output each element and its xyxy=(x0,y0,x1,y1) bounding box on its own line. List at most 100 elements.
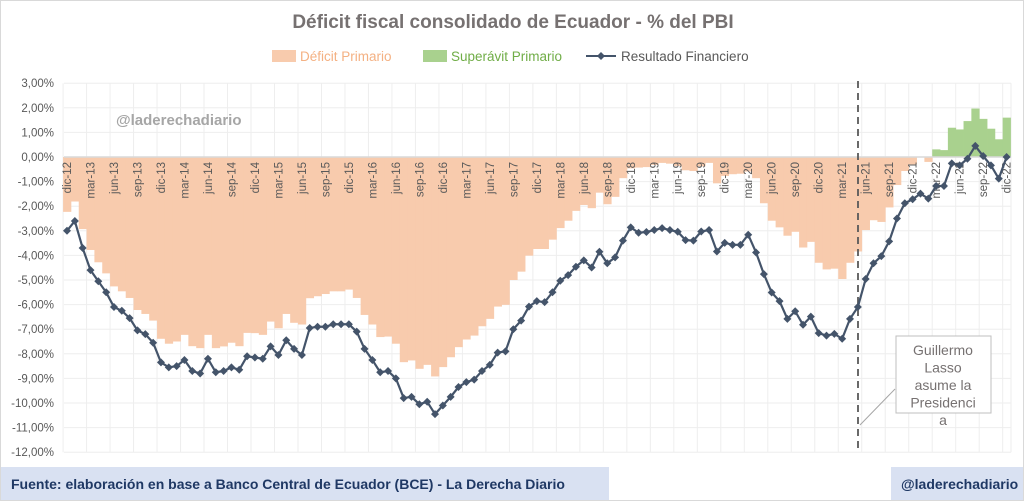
deficit-bar xyxy=(775,157,784,228)
data-point-marker xyxy=(885,237,894,246)
deficit-bar xyxy=(376,157,385,338)
legend: Déficit Primario Superávit Primario Resu… xyxy=(272,49,749,64)
deficit-bar xyxy=(736,157,745,174)
x-tick-label: mar-21 xyxy=(837,162,849,198)
data-point-marker xyxy=(830,329,839,338)
y-tick-label: 3,00% xyxy=(21,78,54,90)
legend-swatch-deficit xyxy=(272,50,296,62)
data-point-marker xyxy=(900,199,909,208)
data-point-marker xyxy=(548,288,557,297)
data-point-marker xyxy=(971,141,980,150)
data-point-marker xyxy=(243,352,252,361)
deficit-bar xyxy=(893,157,902,186)
data-point-marker xyxy=(822,331,831,340)
x-tick-label: mar-17 xyxy=(461,162,473,198)
data-point-marker xyxy=(297,351,306,360)
data-point-marker xyxy=(368,355,377,364)
x-tick-label: mar-20 xyxy=(743,162,755,198)
x-tick-label: dic-20 xyxy=(814,162,826,193)
data-point-marker xyxy=(986,161,995,170)
y-tick-label: -10,00% xyxy=(11,398,54,410)
data-point-marker xyxy=(391,374,400,383)
deficit-bar xyxy=(321,157,330,295)
deficit-bar xyxy=(658,157,667,163)
data-point-marker xyxy=(658,224,667,233)
deficit-bar xyxy=(454,157,463,348)
data-point-marker xyxy=(196,369,205,378)
y-tick-label: 0,00% xyxy=(21,152,54,164)
x-tick-label: jun-22 xyxy=(955,162,967,195)
y-axis: 3,00% 2,00% 1,00% 0,00% -1,00% -2,00% -3,00% -4… xyxy=(11,78,54,459)
data-point-marker xyxy=(955,161,964,170)
data-point-marker xyxy=(979,152,988,161)
deficit-bar xyxy=(540,157,549,250)
data-point-marker xyxy=(524,302,533,311)
deficit-bar xyxy=(384,157,393,337)
y-tick-label: -11,00% xyxy=(12,423,54,435)
x-tick-label: mar-15 xyxy=(273,162,285,198)
deficit-bar xyxy=(720,157,730,176)
data-point-marker xyxy=(720,238,729,247)
deficit-bar xyxy=(211,157,221,349)
deficit-bar xyxy=(650,157,659,165)
x-tick-label: mar-13 xyxy=(85,162,97,198)
deficit-bar xyxy=(673,157,683,166)
x-tick-label: sep-17 xyxy=(508,162,520,197)
deficit-bar xyxy=(63,157,72,212)
data-point-marker xyxy=(156,358,165,367)
x-tick-label: jun-21 xyxy=(861,162,873,195)
deficit-bar xyxy=(274,157,283,329)
deficit-bar xyxy=(509,157,518,280)
deficit-bar xyxy=(117,157,127,292)
legend-marker-icon xyxy=(597,52,605,60)
deficit-bar xyxy=(180,157,189,335)
annotation-line: Lasso xyxy=(924,360,962,376)
deficit-bar xyxy=(595,157,604,193)
data-point-marker xyxy=(258,354,267,363)
data-point-marker xyxy=(274,351,283,360)
handle-footer: @laderechadiario xyxy=(891,467,1023,500)
x-tick-label: jun-17 xyxy=(485,162,497,195)
deficit-bar xyxy=(313,157,322,297)
annotation-line: a xyxy=(939,412,947,428)
deficit-bar xyxy=(877,157,886,222)
data-point-marker xyxy=(846,314,854,323)
deficit-bar xyxy=(305,157,315,299)
deficit-bar xyxy=(791,157,800,232)
deficit-bar xyxy=(587,157,596,209)
superavit-bar xyxy=(963,121,972,157)
data-point-marker xyxy=(712,247,721,256)
data-point-marker xyxy=(376,368,385,377)
data-point-marker xyxy=(407,392,416,401)
data-point-marker xyxy=(603,259,612,268)
superavit-bar xyxy=(987,128,996,157)
source-footer: Fuente: elaboración en base a Banco Cent… xyxy=(1,467,609,500)
deficit-bar xyxy=(368,157,377,325)
data-point-marker xyxy=(767,288,776,297)
x-tick-label: sep-13 xyxy=(132,162,144,197)
deficit-bar xyxy=(759,157,769,204)
data-point-marker xyxy=(736,240,745,249)
superavit-bar xyxy=(971,108,980,157)
watermark: @laderechadiario xyxy=(116,112,242,129)
deficit-bar xyxy=(446,157,455,358)
data-point-marker xyxy=(752,248,761,257)
deficit-bar xyxy=(493,157,502,307)
deficit-bar xyxy=(728,157,737,175)
x-tick-label: mar-19 xyxy=(649,162,661,198)
deficit-bar xyxy=(799,157,808,248)
data-point-marker xyxy=(806,312,815,321)
superavit-bar xyxy=(940,150,949,157)
data-point-marker xyxy=(611,253,620,262)
deficit-bar xyxy=(157,157,166,339)
deficit-bar xyxy=(188,157,197,347)
data-point-marker xyxy=(423,397,432,406)
data-point-marker xyxy=(681,236,690,245)
y-tick-label: -9,00% xyxy=(18,373,54,385)
x-tick-label: sep-14 xyxy=(226,161,238,197)
data-point-marker xyxy=(642,228,651,237)
deficit-bar xyxy=(752,157,761,179)
data-point-marker xyxy=(227,363,236,372)
chart-title: Déficit fiscal consolidado de Ecuador - … xyxy=(292,12,733,33)
